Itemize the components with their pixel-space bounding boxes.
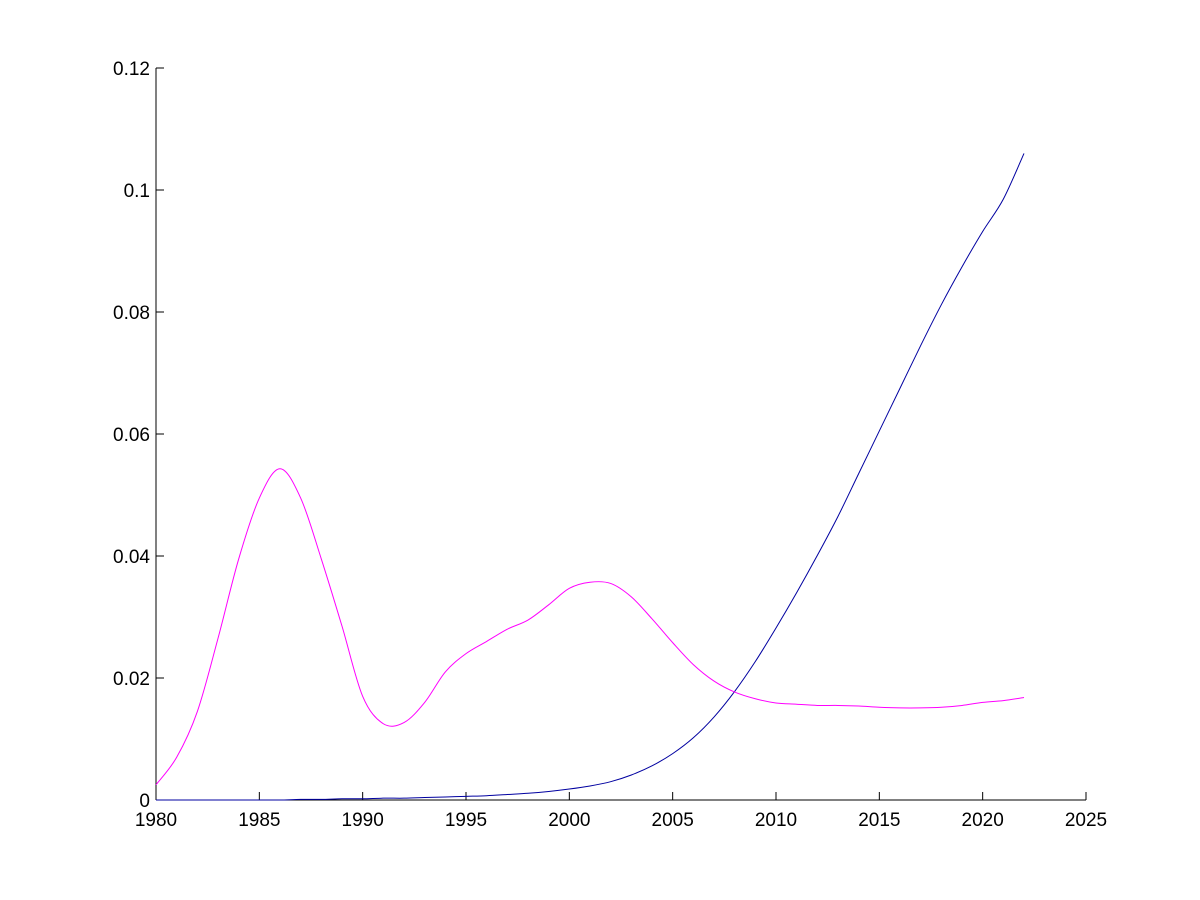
x-tick-label: 1980 [135,810,177,831]
y-tick-label: 0.08 [113,303,150,324]
x-tick-label: 2015 [858,810,900,831]
y-tick-label: 0 [139,791,150,812]
y-tick-label: 0.1 [124,181,150,202]
axes: 1980 1985 1990 1995 2000 2005 2010 2015 2020 2025… [113,59,1107,831]
x-tick-label: 2010 [755,810,797,831]
x-tick-label: 2020 [962,810,1004,831]
x-tick-label: 1985 [238,810,280,831]
x-tick-label: 2000 [548,810,590,831]
series-line [155,468,1025,786]
x-tick-label: 2025 [1065,810,1107,831]
series-1 [155,468,1025,786]
x-tick-label: 2005 [652,810,694,831]
x-tick-label: 1995 [445,810,487,831]
series-0 [156,153,1025,801]
x-tick-label: 1990 [342,810,384,831]
y-tick-label: 0.04 [113,547,150,568]
y-tick-label: 0.06 [113,425,150,446]
series-lines [155,153,1025,801]
y-tick-label: 0.12 [113,59,150,80]
series-line [156,153,1025,801]
y-tick-label: 0.02 [113,669,150,690]
